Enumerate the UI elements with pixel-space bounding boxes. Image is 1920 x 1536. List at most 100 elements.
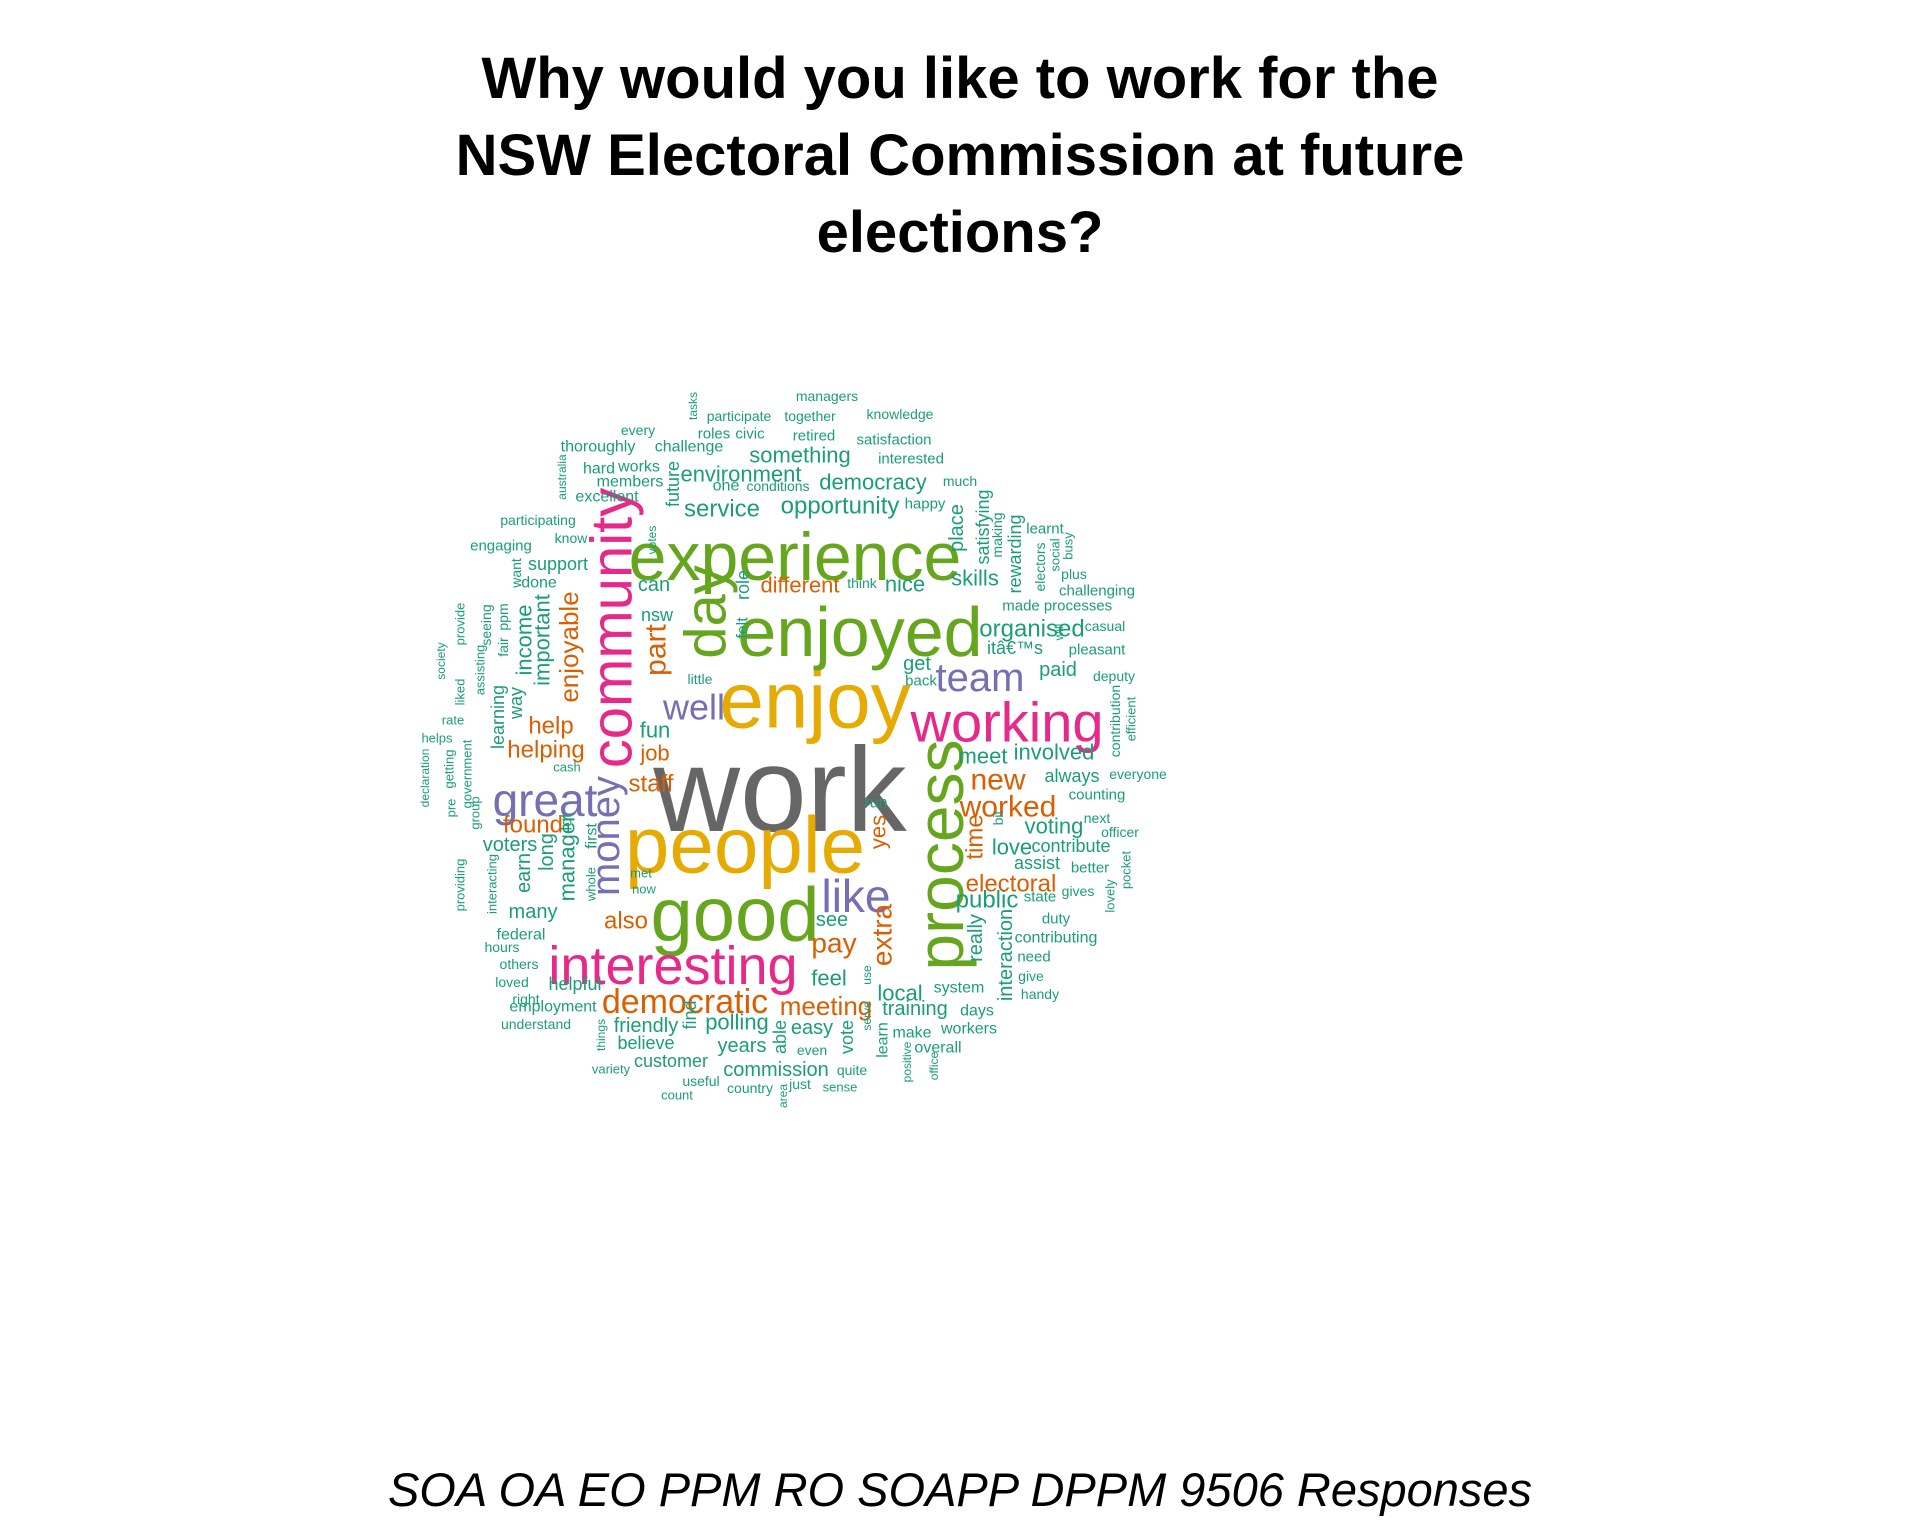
cloud-word: contributing xyxy=(1015,930,1098,947)
cloud-word: government xyxy=(460,739,475,808)
cloud-word: important xyxy=(530,594,555,686)
cloud-word: public xyxy=(956,887,1019,914)
cloud-word: extra xyxy=(867,903,898,966)
cloud-word: works xyxy=(617,459,660,476)
cloud-word: think xyxy=(847,575,878,591)
cloud-word: right xyxy=(512,991,539,1007)
cloud-word: great xyxy=(493,774,598,826)
cloud-word: know xyxy=(555,530,589,546)
cloud-word: participating xyxy=(500,512,576,528)
cloud-word: vote xyxy=(837,1020,857,1054)
cloud-word: australia xyxy=(555,454,569,500)
cloud-word: challenge xyxy=(655,439,724,456)
cloud-word: believe xyxy=(617,1033,674,1053)
cloud-word: area xyxy=(776,1084,790,1108)
cloud-word: employment xyxy=(509,999,597,1016)
cloud-word: votes xyxy=(645,526,659,555)
cloud-word: providing xyxy=(453,859,468,912)
cloud-word: feel xyxy=(811,966,846,991)
cloud-word: way xyxy=(506,687,526,720)
cloud-word: itâ€™s xyxy=(987,638,1043,658)
cloud-word: voting xyxy=(1025,814,1084,839)
cloud-word: environment xyxy=(680,462,801,487)
cloud-word: made xyxy=(1002,598,1040,615)
cloud-word: run xyxy=(864,795,887,812)
cloud-word: interacting xyxy=(485,854,500,914)
cloud-word: will xyxy=(1052,624,1066,642)
cloud-word: retired xyxy=(793,428,836,445)
cloud-word: next xyxy=(1084,810,1111,826)
title-line-1: Why would you like to work for the xyxy=(481,46,1439,111)
cloud-word: interaction xyxy=(995,909,1017,1001)
cloud-word: bit xyxy=(990,811,1006,826)
cloud-word: satisfaction xyxy=(856,432,931,449)
cloud-word: now xyxy=(632,882,656,897)
cloud-word: overall xyxy=(914,1040,961,1057)
cloud-word: enjoy xyxy=(719,656,910,745)
cloud-word: declaration xyxy=(418,749,432,808)
cloud-word: helps xyxy=(421,731,453,746)
cloud-word: making xyxy=(989,512,1005,557)
cloud-word: gives xyxy=(1062,883,1095,899)
cloud-word: like xyxy=(821,870,890,922)
cloud-word: nsw xyxy=(641,605,674,625)
cloud-word: many xyxy=(509,901,558,923)
cloud-word: yes xyxy=(866,815,891,849)
cloud-word: thoroughly xyxy=(561,439,636,456)
cloud-word: variety xyxy=(592,1062,631,1077)
cloud-word: organised xyxy=(979,616,1084,643)
cloud-word: deputy xyxy=(1093,668,1135,684)
cloud-word: even xyxy=(797,1042,827,1058)
cloud-word: contribute xyxy=(1031,836,1110,856)
cloud-word: assist xyxy=(1014,853,1060,873)
cloud-word: pleasant xyxy=(1069,642,1127,659)
cloud-word: helping xyxy=(507,737,584,764)
cloud-word: opportunity xyxy=(781,493,900,520)
cloud-word: first xyxy=(584,823,601,849)
cloud-word: assisting xyxy=(473,645,488,696)
cloud-word: able xyxy=(770,1020,790,1054)
cloud-word: participate xyxy=(707,408,772,424)
cloud-word: enjoyable xyxy=(554,591,584,702)
cloud-word: one xyxy=(713,478,740,495)
cloud-word: casual xyxy=(1085,618,1125,634)
cloud-word: support xyxy=(528,554,588,574)
cloud-word: give xyxy=(1018,968,1044,984)
cloud-word: get xyxy=(903,653,931,675)
cloud-word: pay xyxy=(811,928,856,959)
cloud-word: serve xyxy=(860,1001,874,1031)
title-line-3: elections? xyxy=(816,200,1104,265)
cloud-word: positive xyxy=(900,1041,914,1082)
cloud-word: rewarding xyxy=(1005,514,1025,593)
cloud-word: place xyxy=(946,504,968,552)
cloud-word: helpful xyxy=(548,974,601,994)
cloud-word: enjoyed xyxy=(737,593,982,671)
cloud-word: different xyxy=(760,573,839,598)
cloud-word: challenging xyxy=(1059,583,1135,600)
cloud-word: team xyxy=(936,656,1025,700)
cloud-word: skills xyxy=(951,566,999,591)
cloud-word: make xyxy=(892,1025,931,1042)
cloud-word: lot xyxy=(559,813,576,830)
cloud-word: conditions xyxy=(746,478,809,494)
cloud-word: met xyxy=(630,866,652,881)
cloud-word: training xyxy=(882,998,948,1020)
cloud-word: easy xyxy=(791,1017,833,1039)
cloud-word: count xyxy=(661,1088,693,1103)
cloud-word: love xyxy=(992,835,1032,860)
cloud-word: back xyxy=(905,673,937,690)
cloud-word: knowledge xyxy=(867,406,934,422)
cloud-word: quite xyxy=(837,1062,868,1078)
cloud-word: interesting xyxy=(548,936,797,996)
cloud-word: workers xyxy=(940,1021,997,1038)
responses-caption: SOA OA EO PPM RO SOAPP DPPM 9506 Respons… xyxy=(387,1463,1533,1516)
cloud-word: satisfying xyxy=(973,489,993,564)
cloud-word: friendly xyxy=(614,1015,678,1037)
cloud-word: electors xyxy=(1032,542,1048,591)
cloud-word: felt xyxy=(735,617,752,639)
cloud-word: hard xyxy=(583,461,615,478)
cloud-word: commission xyxy=(723,1059,829,1081)
cloud-word: officer xyxy=(1101,824,1139,840)
cloud-word: fun xyxy=(640,718,671,743)
